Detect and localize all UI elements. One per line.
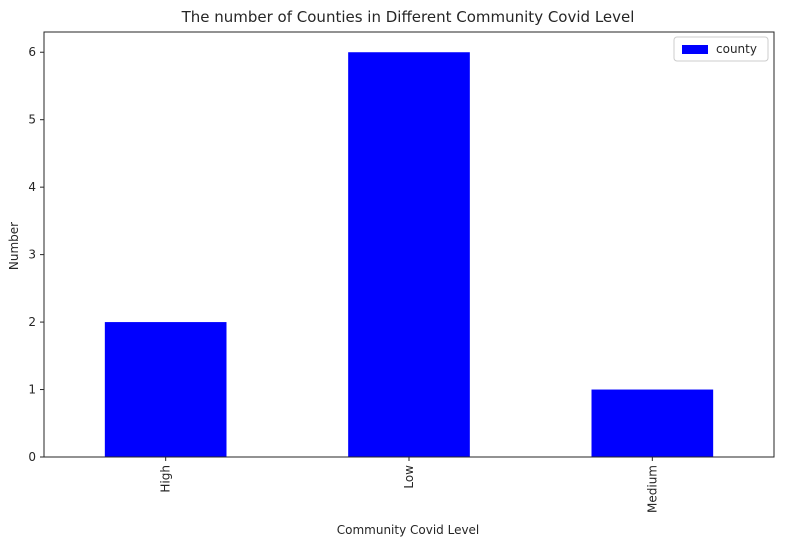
- y-tick-label: 4: [28, 180, 36, 194]
- chart-title: The number of Counties in Different Comm…: [181, 8, 635, 26]
- x-tick-label: Low: [402, 465, 416, 489]
- plot-frame: [43, 31, 775, 458]
- x-tick-label: Medium: [645, 465, 659, 513]
- y-axis-label: Number: [7, 222, 21, 270]
- y-tick-label: 3: [28, 248, 36, 262]
- legend: county: [673, 36, 769, 62]
- bar-low: [348, 52, 470, 457]
- bar-medium: [591, 389, 714, 457]
- legend-label: county: [716, 42, 757, 56]
- bar-high: [104, 322, 227, 457]
- x-axis: High Low Medium: [159, 457, 659, 513]
- y-tick-label: 0: [28, 450, 36, 464]
- x-tick-label: High: [159, 465, 173, 493]
- y-tick-label: 2: [28, 315, 36, 329]
- legend-swatch: [682, 45, 708, 54]
- y-tick-label: 5: [28, 113, 36, 127]
- y-tick-label: 1: [28, 383, 36, 397]
- y-axis: 0 1 2 3 4 5 6: [28, 45, 44, 464]
- x-axis-label: Community Covid Level: [337, 523, 480, 537]
- y-tick-label: 6: [28, 45, 36, 59]
- bars-group: [104, 52, 714, 457]
- legend-box: [673, 36, 769, 62]
